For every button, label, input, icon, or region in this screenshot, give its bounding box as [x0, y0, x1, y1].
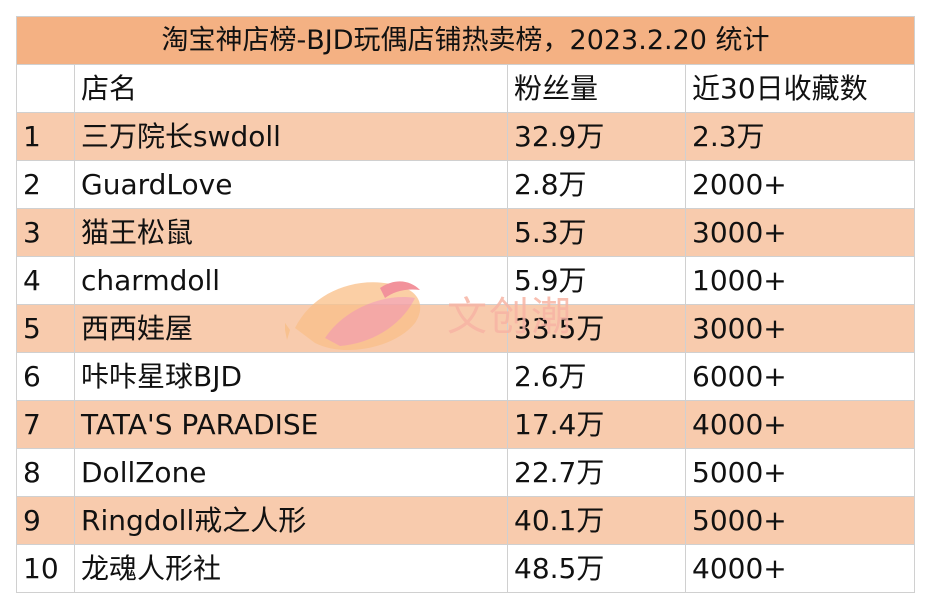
shop-name-cell: 猫王松鼠 — [74, 208, 508, 257]
followers-cell: 22.7万 — [507, 448, 686, 497]
favorites-cell: 2.3万 — [684, 112, 916, 161]
followers-cell: 5.3万 — [507, 208, 686, 257]
shop-name-cell: DollZone — [74, 448, 508, 497]
header-row: 店名 粉丝量 近30日收藏数 — [16, 64, 916, 113]
followers-cell: 17.4万 — [507, 400, 686, 449]
table-row: 5 西西娃屋 33.5万 3000+ — [16, 304, 916, 353]
favorites-cell: 3000+ — [684, 208, 916, 257]
header-rank — [16, 64, 75, 113]
table-title: 淘宝神店榜-BJD玩偶店铺热卖榜，2023.2.20 统计 — [15, 16, 916, 65]
shop-name-cell: Ringdoll戒之人形 — [74, 496, 508, 545]
header-followers: 粉丝量 — [507, 64, 686, 113]
shop-name-cell: TATA'S PARADISE — [74, 400, 508, 449]
shop-name-cell: charmdoll — [74, 256, 508, 305]
followers-cell: 2.6万 — [507, 352, 686, 401]
table-row: 10 龙魂人形社 48.5万 4000+ — [16, 544, 916, 593]
shop-name-cell: 咔咔星球BJD — [74, 352, 508, 401]
followers-cell: 32.9万 — [507, 112, 686, 161]
rank-cell: 1 — [16, 112, 75, 161]
favorites-cell: 4000+ — [684, 400, 916, 449]
followers-cell: 5.9万 — [507, 256, 686, 305]
favorites-cell: 1000+ — [684, 256, 916, 305]
followers-cell: 48.5万 — [507, 544, 686, 593]
title-row: 淘宝神店榜-BJD玩偶店铺热卖榜，2023.2.20 统计 — [15, 16, 916, 65]
rank-cell: 5 — [16, 304, 75, 353]
shop-name-cell: 三万院长swdoll — [74, 112, 508, 161]
shop-name-cell: 龙魂人形社 — [74, 544, 508, 593]
followers-cell: 33.5万 — [507, 304, 686, 353]
favorites-cell: 5000+ — [684, 448, 916, 497]
rank-cell: 7 — [16, 400, 75, 449]
table-row: 9 Ringdoll戒之人形 40.1万 5000+ — [16, 496, 916, 545]
rank-cell: 9 — [16, 496, 75, 545]
rank-cell: 2 — [16, 160, 75, 209]
table-row: 7 TATA'S PARADISE 17.4万 4000+ — [16, 400, 916, 449]
favorites-cell: 4000+ — [684, 544, 916, 593]
rank-cell: 4 — [16, 256, 75, 305]
header-shop-name: 店名 — [74, 64, 508, 113]
table-row: 6 咔咔星球BJD 2.6万 6000+ — [16, 352, 916, 401]
favorites-cell: 3000+ — [684, 304, 916, 353]
shop-name-cell: 西西娃屋 — [74, 304, 508, 353]
ranking-table: 淘宝神店榜-BJD玩偶店铺热卖榜，2023.2.20 统计 店名 粉丝量 近30… — [15, 16, 916, 593]
favorites-cell: 6000+ — [684, 352, 916, 401]
favorites-cell: 5000+ — [684, 496, 916, 545]
followers-cell: 40.1万 — [507, 496, 686, 545]
ranking-table-container: 淘宝神店榜-BJD玩偶店铺热卖榜，2023.2.20 统计 店名 粉丝量 近30… — [15, 16, 916, 593]
rank-cell: 6 — [16, 352, 75, 401]
table-row: 4 charmdoll 5.9万 1000+ — [16, 256, 916, 305]
shop-name-cell: GuardLove — [74, 160, 508, 209]
rank-cell: 10 — [16, 544, 75, 593]
table-row: 2 GuardLove 2.8万 2000+ — [16, 160, 916, 209]
rank-cell: 3 — [16, 208, 75, 257]
table-row: 8 DollZone 22.7万 5000+ — [16, 448, 916, 497]
table-row: 3 猫王松鼠 5.3万 3000+ — [16, 208, 916, 257]
table-row: 1 三万院长swdoll 32.9万 2.3万 — [16, 112, 916, 161]
rank-cell: 8 — [16, 448, 75, 497]
favorites-cell: 2000+ — [684, 160, 916, 209]
header-favorites-30d: 近30日收藏数 — [684, 64, 916, 113]
followers-cell: 2.8万 — [507, 160, 686, 209]
